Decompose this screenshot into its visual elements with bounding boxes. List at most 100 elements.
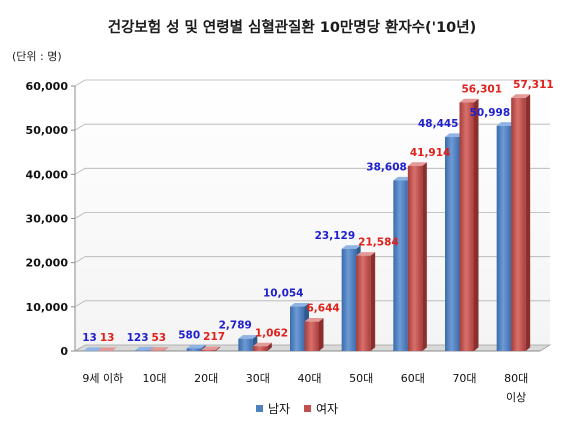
legend-swatch-female: [304, 405, 311, 412]
bar-front: [393, 180, 408, 351]
bar-side: [215, 346, 221, 351]
x-tick-label: 9세 이하: [82, 371, 123, 385]
bar-side: [474, 98, 479, 352]
bar-top: [393, 176, 413, 181]
bar-front: [445, 137, 460, 351]
y-tick-label: 30,000: [26, 213, 69, 226]
bar-side: [112, 347, 117, 351]
data-label: 48,445: [418, 118, 459, 130]
bar-side: [319, 318, 324, 351]
x-tick-label: 이상: [506, 391, 526, 404]
bar-female: [252, 342, 272, 351]
x-tick-label: 40대: [297, 372, 321, 385]
bar-female: [97, 347, 117, 351]
data-label: 50,998: [470, 107, 511, 119]
legend: 남자 여자: [256, 402, 338, 416]
bar-top: [445, 133, 464, 138]
bar-front: [290, 306, 305, 351]
x-tick-label: 80대: [504, 372, 528, 385]
bar-female: [201, 346, 221, 351]
chart-title: 건강보험 성 및 연령별 심혈관질환 10만명당 환자수('10년): [108, 18, 476, 36]
legend-swatch-male: [256, 405, 263, 412]
bar-top: [511, 94, 531, 98]
y-tick-label: 10,000: [26, 301, 69, 314]
bar-top: [341, 245, 361, 249]
x-tick-label: 10대: [142, 372, 166, 385]
legend-label-female: 여자: [316, 402, 338, 416]
data-label: 53: [152, 332, 167, 344]
bar-side: [370, 252, 376, 351]
x-tick-label: 70대: [452, 372, 476, 385]
data-label: 1,062: [255, 327, 288, 339]
bar-side: [267, 342, 272, 351]
bar-top: [135, 346, 154, 351]
bar-side: [525, 94, 531, 351]
bar-front: [304, 321, 319, 351]
bar-top: [356, 252, 376, 256]
data-label: 123: [127, 332, 149, 344]
y-tick-label: 20,000: [26, 257, 69, 270]
bar-female: [511, 94, 531, 351]
bar-front: [496, 125, 512, 351]
plot-wall: [75, 80, 550, 351]
bar-top: [407, 162, 427, 166]
bar-female: [149, 347, 169, 351]
data-label: 41,914: [410, 147, 451, 159]
bars: [83, 94, 531, 352]
bar-top: [252, 342, 272, 347]
data-label: 13: [82, 332, 97, 344]
bar-front: [238, 338, 253, 351]
bar-front: [186, 348, 202, 351]
bar-female: [459, 98, 479, 352]
bar-female: [356, 252, 376, 351]
bar-top: [238, 335, 258, 339]
bar-front: [135, 350, 150, 351]
data-label: 57,311: [513, 79, 554, 91]
data-label: 10,054: [263, 288, 304, 300]
bar-top: [186, 344, 206, 349]
y-tick-label: 50,000: [26, 124, 69, 137]
bar-female: [304, 318, 324, 351]
bar-front: [407, 165, 423, 351]
bar-top: [496, 122, 516, 126]
gridline: [74, 123, 550, 131]
data-label: 580: [178, 329, 200, 341]
bar-front: [201, 350, 216, 351]
legend-label-male: 남자: [268, 402, 290, 416]
bar-front: [511, 97, 526, 351]
bar-front: [356, 255, 371, 351]
data-label: 13: [100, 332, 115, 344]
bar-side: [164, 347, 169, 351]
bar-top: [201, 346, 221, 351]
bar-top: [83, 347, 103, 351]
bar-side: [422, 162, 427, 351]
bar-top: [97, 347, 117, 351]
y-tick-label: 0: [60, 345, 68, 358]
bar-front: [341, 248, 357, 351]
data-label: 38,608: [366, 161, 407, 173]
bar-top: [149, 347, 169, 351]
y-tick-label: 60,000: [26, 80, 69, 93]
data-label: 217: [203, 331, 225, 343]
gridline: [74, 167, 550, 175]
data-label: 2,789: [219, 320, 252, 332]
data-label: 21,584: [358, 237, 399, 249]
bar-front: [252, 346, 268, 351]
x-tick-label: 50대: [349, 372, 373, 385]
bar-top: [304, 318, 324, 322]
y-tick-label: 40,000: [26, 168, 69, 181]
gridline: [74, 79, 550, 87]
y-axis: 0 10,000 20,000 30,000 40,000 50,000 60,000: [26, 80, 75, 358]
bar-top: [459, 98, 479, 103]
x-tick-label: 30대: [246, 372, 270, 385]
data-label: 56,301: [462, 83, 503, 95]
bar-front: [459, 102, 474, 351]
bar-female: [407, 162, 427, 351]
unit-label: (단위 : 명): [12, 50, 62, 63]
bar-top: [290, 302, 309, 307]
x-tick-label: 20대: [194, 372, 218, 385]
x-tick-label: 60대: [401, 372, 425, 385]
